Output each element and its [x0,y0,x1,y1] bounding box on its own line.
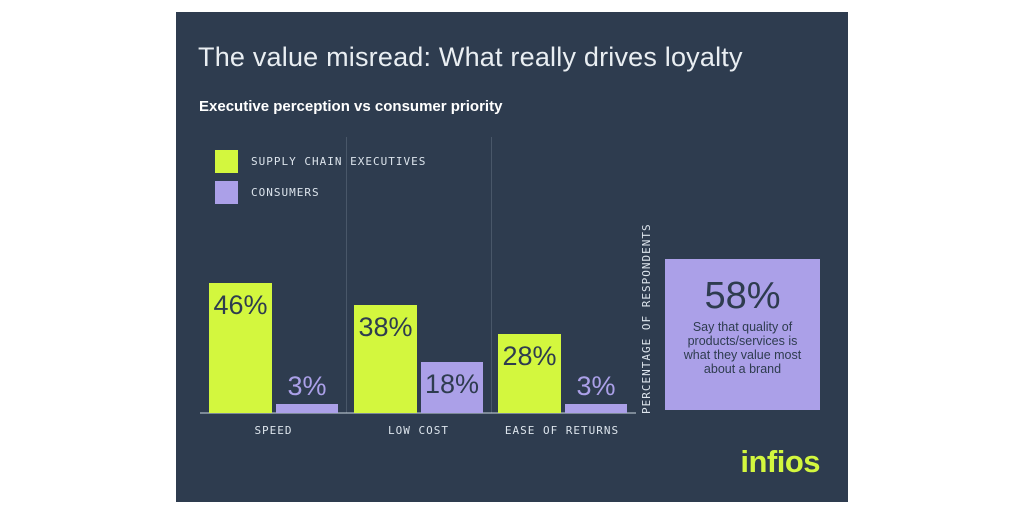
bar-ease-of-returns-consumers [565,404,627,413]
bar-low-cost-executives [354,305,417,413]
callout-value: 58% [704,275,781,317]
bar-value-label-speed-consumers: 3% [287,371,327,401]
y-axis-label: PERCENTAGE OF RESPONDENTS [640,223,653,414]
bar-value-label-low-cost-executives: 38% [358,312,413,342]
bar-value-label-speed-executives: 46% [213,290,268,320]
callout-box: 58% Say that quality of products/service… [665,259,820,410]
page-title: The value misread: What really drives lo… [198,42,743,72]
bar-value-label-low-cost-consumers: 18% [424,369,480,399]
bar-value-label-ease-of-returns-consumers: 3% [576,371,616,401]
consumers-swatch-icon [215,181,238,204]
legend: SUPPLY CHAIN EXECUTIVES CONSUMERS [215,150,426,212]
bar-low-cost-consumers [421,362,483,413]
legend-item-executives: SUPPLY CHAIN EXECUTIVES [215,150,426,173]
bar-chart: 46% 3% 38% 18% 28% 3% [176,137,848,414]
infographic-card: The value misread: What really drives lo… [176,12,848,502]
category-label-ease-of-returns: EASE OF RETURNS [504,424,620,437]
executives-swatch-icon [215,150,238,173]
x-axis-baseline [200,412,636,414]
category-separator-line [346,137,347,413]
bar-speed-executives [209,283,272,413]
callout-text: Say that quality of products/services is… [683,320,802,376]
bar-value-label-ease-of-returns-executives: 28% [502,341,557,371]
legend-item-consumers: CONSUMERS [215,181,426,204]
bar-ease-of-returns-executives [498,334,561,413]
chart-subtitle: Executive perception vs consumer priorit… [199,98,503,115]
legend-label-consumers: CONSUMERS [251,186,320,199]
category-label-low-cost: LOW COST [388,424,449,437]
category-label-speed: SPEED [254,424,293,437]
category-separator-line [491,137,492,413]
bar-speed-consumers [276,404,338,413]
legend-label-executives: SUPPLY CHAIN EXECUTIVES [251,155,427,168]
brand-logo: infios [740,444,820,479]
